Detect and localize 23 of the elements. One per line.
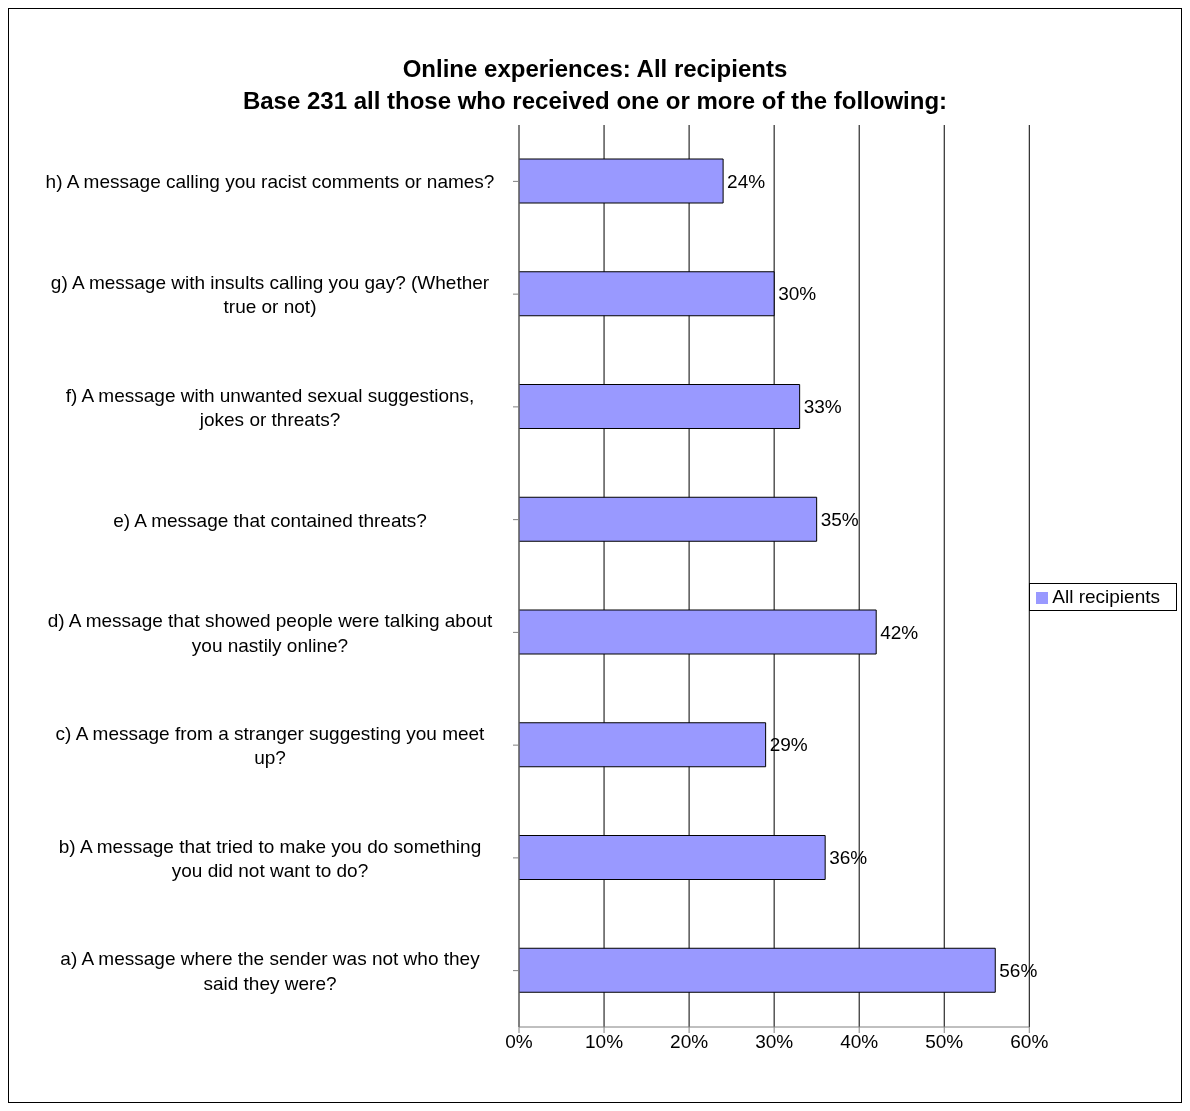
y-tick-label: c) A message from a stranger suggesting you meet up? (55, 722, 486, 768)
legend-label: All recipients (1052, 586, 1160, 607)
data-label: 30% (778, 283, 817, 305)
y-tick-label: d) A message that showed people were talking about you nastily online? (47, 609, 494, 656)
data-label: 35% (820, 508, 859, 530)
y-tick-label: a) A message where the sender was not who they said they were? (60, 947, 481, 994)
data-label: 24% (727, 170, 766, 192)
x-tick-label: 10% (585, 1031, 624, 1053)
data-label: 33% (803, 396, 842, 418)
x-tick-label: 60% (1010, 1031, 1049, 1053)
y-tick-label: b) A message that tried to make you do something you did not want to do? (58, 835, 482, 881)
x-tick-label: 20% (670, 1031, 709, 1053)
chart-subtitle: Base 231 all those who received one or more of the following: (241, 86, 949, 116)
chart-title: Online experiences: All recipients (401, 54, 789, 84)
y-tick-label: e) A message that contained threats? (113, 509, 427, 531)
y-tick-label: h) A message calling you racist comments or names? (45, 170, 495, 192)
x-tick-label: 40% (840, 1031, 879, 1053)
x-tick-label: 0% (505, 1031, 533, 1053)
x-tick-label: 30% (755, 1031, 794, 1053)
y-tick-label: g) A message with insults calling you gay? (Whether true or not) (50, 271, 490, 317)
x-tick-label: 50% (925, 1031, 964, 1053)
y-tick-label: f) A message with unwanted sexual suggestions, jokes or threats? (65, 384, 475, 430)
data-label: 42% (880, 621, 919, 643)
